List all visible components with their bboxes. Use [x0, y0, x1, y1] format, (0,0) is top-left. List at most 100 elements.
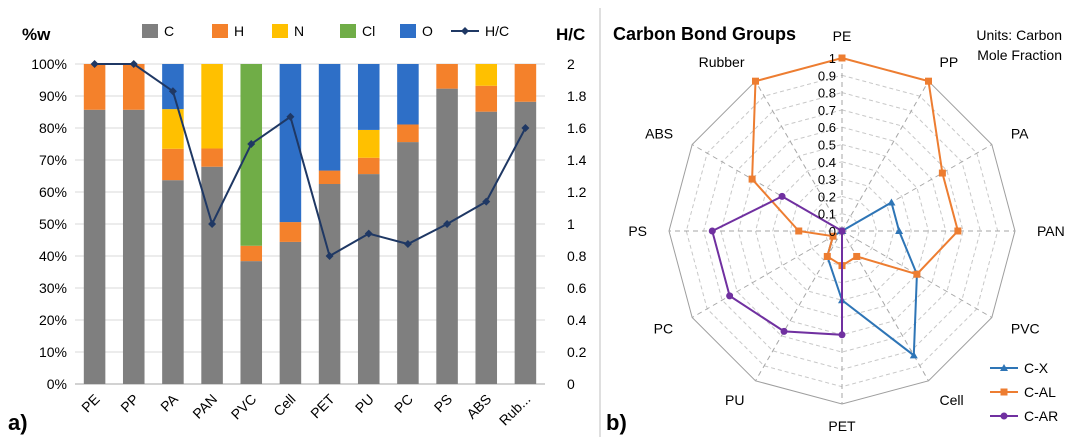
- a-category-label: PC: [391, 391, 416, 416]
- a-category-label: Cell: [270, 391, 298, 419]
- b-category-label: PA: [1011, 126, 1029, 142]
- a-y2-tick-label: 0.2: [567, 344, 587, 360]
- stacked-bar-chart: 0% 10% 20% 30% 40% 50% 60% 70% 80% 90% 100% 0 0.2 0.…: [8, 23, 587, 435]
- b-category-label: Rubber: [699, 54, 745, 70]
- a-hc-point: [90, 60, 99, 68]
- b-category-label: PET: [828, 418, 856, 434]
- a-bar-segment-c: [436, 88, 458, 384]
- a-category-label: PP: [117, 391, 142, 416]
- a-bar-segment-n: [357, 129, 380, 158]
- a-hc-point: [208, 220, 217, 228]
- b-category-label: PVC: [1011, 321, 1040, 337]
- a-category-label: PVC: [228, 391, 260, 423]
- b-point: [823, 252, 831, 260]
- b-point: [913, 270, 921, 278]
- a-legend-swatch-c: [142, 24, 158, 38]
- b-point: [726, 292, 734, 300]
- b-point: [938, 169, 946, 177]
- a-y-tick-label: 10%: [39, 344, 67, 360]
- a-hc-point: [521, 124, 530, 132]
- b-point: [748, 175, 756, 183]
- b-point: [925, 77, 932, 85]
- b-radial-tick: 0.8: [818, 86, 836, 101]
- b-point: [780, 327, 788, 335]
- b-category-label: PE: [833, 28, 852, 44]
- a-y2-tick-label: 1.2: [567, 184, 587, 200]
- a-y-tick-label: 70%: [39, 152, 67, 168]
- a-panel-label: a): [8, 410, 28, 435]
- a-bar-segment-c: [514, 101, 537, 384]
- a-legend-label: N: [294, 23, 304, 39]
- a-y-tick-label: 30%: [39, 280, 67, 296]
- a-category-label: ABS: [463, 391, 494, 422]
- a-bar-segment-h: [397, 124, 419, 143]
- b-point: [829, 232, 837, 240]
- a-bar-segment-h: [436, 64, 458, 89]
- a-bar-segment-o: [357, 64, 380, 130]
- a-category-labels: PE PP PA PAN PVC Cell PET PU PC PS ABS Rub...: [78, 390, 533, 428]
- b-radial-tick: 0.9: [818, 68, 836, 83]
- b-legend-label: C-AL: [1024, 384, 1056, 400]
- a-y-tick-label: 90%: [39, 88, 67, 104]
- b-point: [895, 227, 904, 234]
- a-hc-point: [247, 140, 256, 148]
- a-category-label: PS: [431, 391, 456, 416]
- a-category-label: PU: [352, 391, 377, 416]
- a-hc-point: [443, 220, 452, 228]
- a-category-label: Rub...: [496, 391, 534, 429]
- a-bar-segment-h: [357, 157, 380, 175]
- b-radar-series: [708, 54, 962, 359]
- b-radial-tick: 0: [829, 224, 836, 239]
- a-category-label: PAN: [189, 391, 220, 422]
- b-category-label: Cell: [940, 392, 964, 408]
- a-legend-label: C: [164, 23, 174, 39]
- b-spoke: [691, 230, 843, 318]
- b-legend: C-X C-AL C-AR: [990, 360, 1058, 424]
- a-legend-label: Cl: [362, 23, 375, 39]
- a-bar-segment-h: [122, 64, 145, 110]
- b-category-label: PC: [654, 321, 673, 337]
- a-bar-segment-h: [201, 148, 223, 167]
- a-y2-tick-label: 2: [567, 56, 575, 72]
- b-point: [708, 227, 716, 235]
- a-legend-swatch-n: [272, 24, 288, 38]
- a-hc-line-path: [94, 63, 527, 258]
- a-bar-segment-c: [83, 109, 106, 384]
- a-bar-segment-h: [514, 64, 537, 102]
- a-legend-label: O: [422, 23, 433, 39]
- b-point: [887, 198, 896, 206]
- a-y-tick-label: 0%: [47, 376, 67, 392]
- a-bar-segment-c: [162, 180, 184, 384]
- b-category-labels: PE PP PA PAN PVC Cell PET PU PC PS ABS Rubber: [628, 28, 1064, 434]
- a-legend-swatch-h: [212, 24, 228, 38]
- a-gridlines: [75, 63, 545, 385]
- a-legend-label: H: [234, 23, 244, 39]
- a-y2-tick-label: 0.8: [567, 248, 587, 264]
- a-bar-segment-h: [83, 64, 106, 110]
- a-bar-segment-c: [240, 261, 263, 384]
- a-bar-segment-n: [162, 109, 184, 149]
- b-point: [838, 54, 846, 62]
- b-series-c-ar: [708, 192, 846, 339]
- b-legend-marker: [1000, 388, 1008, 396]
- b-point: [838, 227, 846, 235]
- b-point: [853, 252, 861, 260]
- b-radial-tick: 0.1: [818, 207, 836, 222]
- a-bar-segment-n: [475, 64, 498, 86]
- b-spoke: [841, 230, 993, 318]
- a-bar-segment-c: [357, 174, 380, 384]
- b-category-label: PS: [628, 223, 647, 239]
- a-legend: C H N Cl O H/C: [142, 23, 509, 39]
- a-bar-segment-c: [279, 241, 302, 384]
- a-y-tick-label: 80%: [39, 120, 67, 136]
- b-point: [778, 192, 786, 200]
- b-legend-marker: [1000, 412, 1008, 420]
- a-bar-segment-c: [201, 166, 223, 384]
- b-legend-label: C-AR: [1024, 408, 1058, 424]
- a-y2-tick-label: 1: [567, 216, 575, 232]
- a-bar-segment-cl: [240, 64, 263, 246]
- a-legend-swatch-cl: [340, 24, 356, 38]
- a-bar-segment-h: [279, 222, 302, 242]
- a-y-tick-label: 40%: [39, 248, 67, 264]
- b-radial-tick: 0.3: [818, 172, 836, 187]
